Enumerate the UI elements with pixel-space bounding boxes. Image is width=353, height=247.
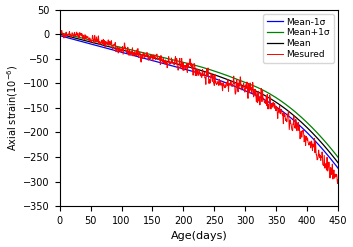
Mean+1σ bbox=[130, 48, 134, 51]
Mean bbox=[336, 162, 340, 165]
X-axis label: Age(days): Age(days) bbox=[170, 231, 227, 242]
Line: Mean+1σ: Mean+1σ bbox=[60, 33, 338, 157]
Mesured bbox=[58, 32, 62, 35]
Mesured bbox=[256, 90, 261, 93]
Mean-1σ bbox=[88, 42, 92, 45]
Mean-1σ bbox=[298, 124, 302, 127]
Mean-1σ bbox=[58, 34, 62, 37]
Line: Mean: Mean bbox=[60, 34, 338, 163]
Line: Mesured: Mesured bbox=[60, 31, 338, 183]
Mean-1σ bbox=[176, 66, 181, 69]
Mean+1σ bbox=[58, 31, 62, 34]
Mean+1σ bbox=[176, 60, 181, 62]
Mean+1σ bbox=[267, 92, 271, 95]
Mean bbox=[88, 40, 92, 43]
Mesured bbox=[88, 38, 92, 41]
Mean-1σ bbox=[336, 167, 340, 170]
Mean+1σ bbox=[88, 39, 92, 41]
Mesured bbox=[268, 94, 272, 97]
Mesured bbox=[335, 182, 340, 185]
Mesured bbox=[60, 29, 64, 32]
Mesured bbox=[336, 182, 340, 185]
Mean-1σ bbox=[130, 54, 134, 57]
Mesured bbox=[177, 64, 181, 67]
Mesured bbox=[130, 46, 134, 49]
Mean+1σ bbox=[298, 115, 302, 118]
Y-axis label: Axial strain(10$^{-6}$): Axial strain(10$^{-6}$) bbox=[6, 65, 20, 151]
Line: Mean-1σ: Mean-1σ bbox=[60, 36, 338, 168]
Mean+1σ bbox=[336, 156, 340, 159]
Mean-1σ bbox=[256, 95, 260, 98]
Mean bbox=[256, 90, 260, 93]
Mean bbox=[58, 33, 62, 36]
Mean-1σ bbox=[267, 101, 271, 104]
Mean bbox=[298, 120, 302, 123]
Mean+1σ bbox=[256, 86, 260, 89]
Legend: Mean-1σ, Mean+1σ, Mean, Mesured: Mean-1σ, Mean+1σ, Mean, Mesured bbox=[263, 14, 334, 63]
Mean bbox=[130, 51, 134, 54]
Mean bbox=[176, 63, 181, 66]
Mean bbox=[267, 97, 271, 100]
Mesured bbox=[298, 134, 303, 137]
